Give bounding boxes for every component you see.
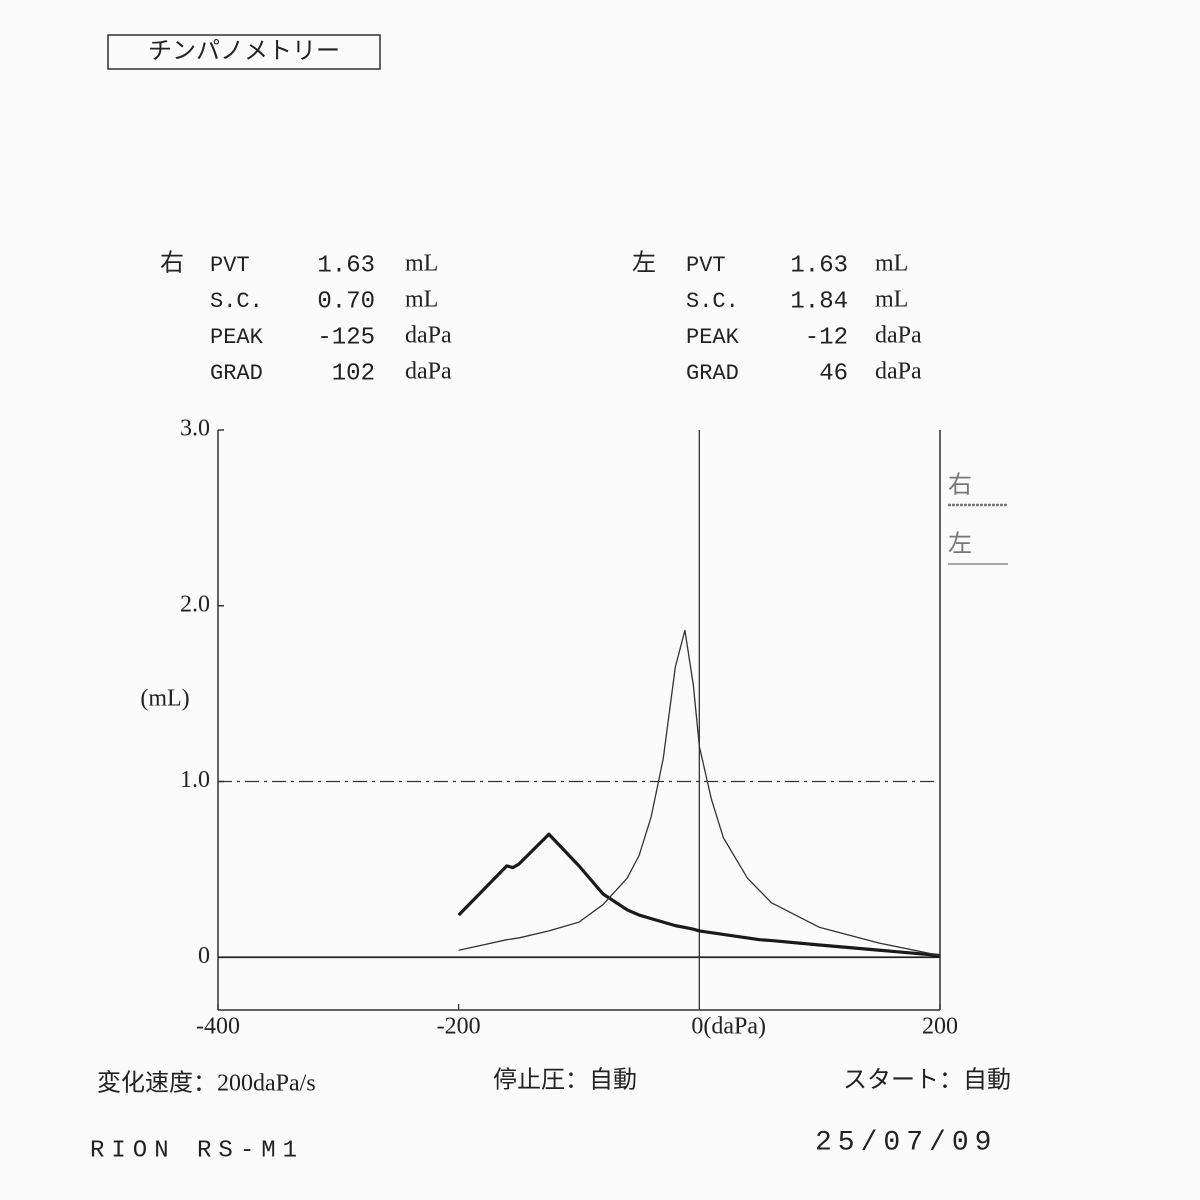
y-axis-label: (mL) (140, 686, 189, 712)
stat-label: GRAD (210, 361, 263, 386)
stat-label: PEAK (210, 325, 264, 350)
stat-label: GRAD (686, 361, 739, 386)
stat-label: PVT (686, 253, 726, 278)
rate: 変化速度：200daPa/s (97, 1070, 316, 1097)
series-line (458, 629, 941, 957)
x-tick-label: -400 (196, 1014, 240, 1040)
x-tick-label: 0(daPa) (691, 1014, 766, 1040)
stat-value: 46 (819, 360, 848, 387)
date: 25/07/09 (815, 1127, 997, 1158)
stat-value: 0.70 (317, 288, 375, 315)
stat-unit: daPa (405, 323, 452, 349)
stat-label: PVT (210, 253, 250, 278)
stat-label: PEAK (686, 325, 740, 350)
title: チンパノメトリー (148, 39, 340, 65)
stat-unit: mL (875, 287, 908, 313)
stat-unit: mL (405, 287, 438, 313)
title-box (107, 34, 381, 70)
stat-value: -125 (317, 324, 375, 351)
device: RION RS-M1 (90, 1137, 304, 1164)
ear: 左 (632, 250, 656, 277)
x-tick-label: -200 (437, 1014, 481, 1040)
ear: 右 (160, 250, 184, 277)
stat-value: 102 (332, 360, 375, 387)
stat-unit: mL (875, 251, 908, 277)
x-tick-label: 200 (922, 1014, 958, 1040)
stat-unit: daPa (875, 359, 922, 385)
stat-value: -12 (805, 324, 848, 351)
y-tick-label: 3.0 (180, 416, 210, 442)
stat-unit: daPa (875, 323, 922, 349)
stop-pressure: 停止圧：自動 (493, 1067, 637, 1094)
series-line (457, 832, 941, 958)
stat-unit: daPa (405, 359, 452, 385)
stat-label: S.C. (686, 289, 739, 314)
legend-label: 右 (948, 472, 972, 499)
y-tick-label: 0 (198, 943, 210, 969)
y-tick-label: 1.0 (180, 767, 210, 793)
stat-value: 1.63 (317, 252, 375, 279)
stat-value: 1.84 (790, 288, 848, 315)
legend-label: 左 (948, 531, 972, 558)
start: スタート：自動 (843, 1067, 1011, 1094)
stat-label: S.C. (210, 289, 263, 314)
stat-unit: mL (405, 251, 438, 277)
y-tick-label: 2.0 (180, 591, 210, 617)
stat-value: 1.63 (790, 252, 848, 279)
